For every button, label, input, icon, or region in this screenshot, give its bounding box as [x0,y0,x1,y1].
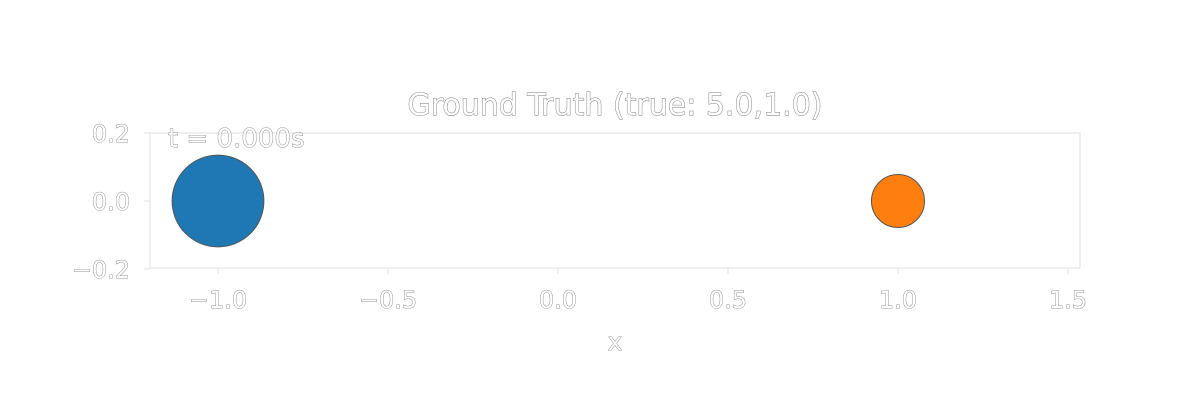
x-tick-label: −0.5 [359,286,417,314]
blue-body-marker [171,154,265,248]
chart-title: Ground Truth (true: 5.0,1.0) [407,88,822,123]
x-tick-label: 0.0 [539,286,577,314]
y-tick-label: −0.2 [72,256,130,284]
x-axis: −1.0 −0.5 0.0 0.5 1.0 1.5 [188,268,1087,314]
y-tick-label: 0.0 [92,188,130,216]
x-tick-label: −1.0 [189,286,247,314]
x-tick-label: 1.5 [1049,286,1087,314]
y-axis: 0.2 0.0 −0.2 [71,120,150,284]
orange-body-marker [870,173,926,229]
x-tick-label: 0.5 [709,286,747,314]
x-tick-label: 1.0 [879,286,917,314]
x-axis-label: x [608,328,622,356]
time-annotation: t = 0.000s [168,124,305,154]
y-tick-label: 0.2 [92,120,130,148]
data-points [171,154,926,248]
